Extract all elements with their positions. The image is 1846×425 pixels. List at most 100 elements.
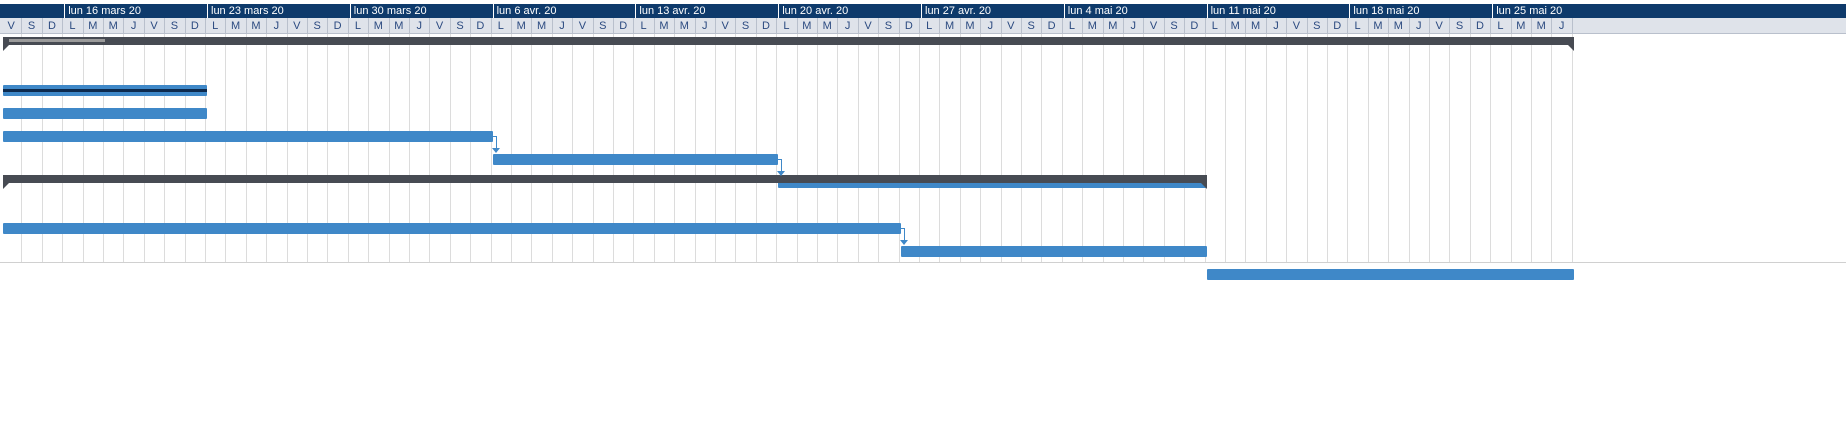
- day-separator: [939, 18, 941, 34]
- day-label: S: [741, 20, 750, 32]
- day-separator: [388, 18, 390, 34]
- day-label: M: [802, 20, 812, 32]
- day-separator: [225, 18, 227, 34]
- day-label: D: [190, 20, 199, 32]
- day-label: S: [313, 20, 321, 32]
- day-label: V: [1292, 20, 1301, 32]
- summary-bar[interactable]: [3, 37, 1574, 45]
- day-label: M: [1230, 20, 1240, 32]
- dependency-arrow-icon: [491, 148, 500, 153]
- day-label: L: [1068, 20, 1076, 32]
- day-separator: [1082, 18, 1084, 34]
- day-separator: [429, 18, 431, 34]
- day-label: V: [864, 20, 872, 32]
- task-bar[interactable]: [3, 223, 901, 234]
- day-gridline: [1469, 34, 1471, 262]
- day-label: M: [822, 20, 832, 32]
- day-label: M: [1536, 20, 1546, 32]
- day-separator: [1469, 18, 1471, 34]
- task-progress-bar: [3, 89, 207, 92]
- day-separator: [368, 18, 370, 34]
- task-bar[interactable]: [492, 154, 779, 165]
- task-bar[interactable]: [3, 108, 207, 119]
- day-label: M: [1251, 20, 1261, 32]
- dependency-line: [777, 159, 782, 160]
- day-separator: [1551, 18, 1553, 34]
- day-separator: [1163, 18, 1165, 34]
- day-label: M: [373, 20, 383, 32]
- day-separator: [164, 18, 166, 34]
- day-separator: [1306, 18, 1308, 34]
- day-label: V: [721, 20, 729, 32]
- day-separator: [674, 18, 676, 34]
- task-bar[interactable]: [1206, 269, 1574, 280]
- day-label: M: [945, 20, 955, 32]
- day-label: V: [578, 20, 587, 32]
- day-separator: [123, 18, 125, 34]
- dependency-line: [903, 228, 905, 241]
- day-label: S: [1455, 20, 1464, 32]
- summary-cap-left: [3, 183, 9, 189]
- day-gridline: [103, 34, 104, 262]
- week-label: lun 18 mai 20: [1349, 4, 1492, 18]
- day-separator: [1429, 18, 1430, 34]
- day-separator: [470, 18, 472, 34]
- day-separator: [1184, 18, 1186, 34]
- day-separator: [694, 18, 696, 34]
- day-gridline: [1225, 34, 1226, 262]
- day-separator: [857, 18, 859, 34]
- day-separator: [327, 18, 329, 34]
- day-gridline: [755, 34, 757, 262]
- day-label: M: [537, 20, 547, 32]
- day-gridline: [1388, 34, 1390, 262]
- day-gridline: [511, 34, 512, 262]
- day-separator: [898, 18, 900, 34]
- day-separator: [347, 18, 349, 34]
- summary-bar[interactable]: [3, 175, 1207, 183]
- week-label: lun 25 mai 20: [1492, 4, 1635, 18]
- day-label: D: [619, 20, 628, 32]
- day-gridline: [41, 34, 43, 262]
- day-gridline: [470, 34, 472, 262]
- day-separator: [1388, 18, 1390, 34]
- day-gridline: [613, 34, 614, 262]
- day-label: M: [108, 20, 118, 32]
- day-label: M: [1087, 20, 1097, 32]
- day-gridline: [572, 34, 574, 262]
- day-gridline: [837, 34, 839, 262]
- day-separator: [878, 18, 880, 34]
- day-separator: [980, 18, 982, 34]
- day-gridline: [857, 34, 859, 262]
- day-separator: [633, 18, 635, 34]
- day-label: L: [69, 20, 76, 32]
- task-bar[interactable]: [900, 246, 1207, 257]
- day-gridline: [1184, 34, 1186, 262]
- day-gridline: [327, 34, 329, 262]
- day-label: M: [659, 20, 669, 32]
- day-gridline: [1449, 34, 1451, 262]
- day-gridline: [143, 34, 145, 262]
- day-label: D: [333, 20, 342, 32]
- day-separator: [511, 18, 512, 34]
- day-gridline: [1000, 34, 1002, 262]
- day-separator: [286, 18, 288, 34]
- day-label: S: [27, 20, 36, 32]
- day-gridline: [1082, 34, 1084, 262]
- day-separator: [1510, 18, 1512, 34]
- day-separator: [919, 18, 920, 34]
- day-label: J: [416, 20, 422, 32]
- task-bar[interactable]: [3, 131, 493, 142]
- day-label: L: [1354, 20, 1361, 32]
- day-gridline: [62, 34, 64, 262]
- day-separator: [1000, 18, 1002, 34]
- day-separator: [817, 18, 818, 34]
- day-separator: [41, 18, 43, 34]
- day-label: J: [702, 20, 708, 32]
- day-separator: [1265, 18, 1267, 34]
- week-label: lun 23 mars 20: [207, 4, 350, 18]
- week-label: lun 16 mars 20: [64, 4, 207, 18]
- day-label: V: [435, 20, 444, 32]
- day-gridline: [1571, 34, 1573, 262]
- day-separator: [1408, 18, 1410, 34]
- day-gridline: [1490, 34, 1492, 262]
